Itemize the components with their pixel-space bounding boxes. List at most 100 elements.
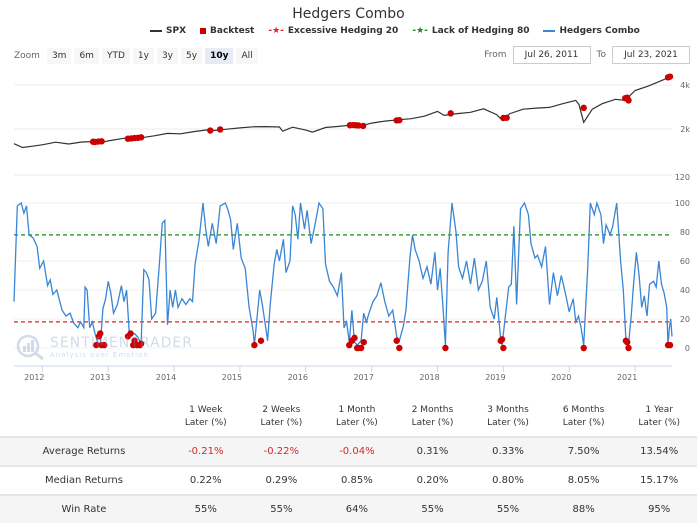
zoom-3y-button[interactable]: 3y <box>156 48 179 64</box>
from-date-input[interactable] <box>512 46 591 64</box>
table-cell: 0.22% <box>168 465 244 495</box>
hedgers-backtest-point <box>666 341 674 349</box>
table-row: Average Returns -0.21% -0.22% -0.04% 0.31% 0.… <box>0 436 697 466</box>
y-tick-label: 0 <box>685 344 690 353</box>
legend-item-hedgers-combo[interactable]: Hedgers Combo <box>543 26 640 36</box>
zoom-ytd-button[interactable]: YTD <box>101 48 130 64</box>
x-tick-label: 2018 <box>419 373 439 382</box>
spx-backtest-point <box>503 114 510 121</box>
zoom-all-button[interactable]: All <box>236 48 258 64</box>
header-line: Later (%) <box>638 418 681 428</box>
spx-backtest-point <box>625 97 632 104</box>
chart-legend: SPX Backtest -★- Excessive Hedging 20 -★… <box>150 26 690 36</box>
header-line: 1 Month <box>338 405 376 415</box>
y-tick-label: 4k <box>680 81 690 90</box>
legend-item-backtest[interactable]: Backtest <box>200 26 254 36</box>
hedgers-backtest-point <box>442 344 449 352</box>
header-line: Later (%) <box>260 418 303 428</box>
hedgers-backtest-point <box>357 344 365 352</box>
table-cell: 55% <box>243 494 320 523</box>
table-cell: 95% <box>621 494 697 523</box>
to-date-input[interactable] <box>612 46 690 64</box>
zoom-6m-button[interactable]: 6m <box>74 48 99 64</box>
hedgers-backtest-point <box>93 341 100 349</box>
table-cell: 0.80% <box>470 465 546 495</box>
y-tick-label: 80 <box>680 228 690 237</box>
table-cell: 15.17% <box>621 465 697 495</box>
dashed-star-icon: -★- <box>412 25 428 36</box>
table-cell: 8.05% <box>545 465 622 495</box>
y-tick-label: 2k <box>680 125 690 134</box>
table-cell: 0.29% <box>243 465 320 495</box>
table-cell: -0.21% <box>168 436 244 466</box>
zoom-5y-button[interactable]: 5y <box>181 48 203 64</box>
table-cell: 64% <box>319 494 395 523</box>
header-line: 3 Months <box>487 405 529 415</box>
hedgers-backtest-point <box>624 339 631 346</box>
zoom-3m-button[interactable]: 3m <box>46 48 72 64</box>
hedgers-backtest-point <box>351 334 358 342</box>
hedgers-backtest-point <box>251 341 258 349</box>
table-cell: 0.33% <box>470 436 546 466</box>
hedgers-backtest-point <box>498 336 506 343</box>
date-range: From To <box>484 46 690 64</box>
legend-label: Lack of Hedging 80 <box>431 26 530 36</box>
zoom-bar: Zoom 3m 6m YTD 1y 3y 5y 10y All <box>14 48 258 64</box>
table-cell: 55% <box>394 494 471 523</box>
y-tick-label: 120 <box>675 173 690 182</box>
hedgers-backtest-point <box>97 330 104 337</box>
y-tick-label: 20 <box>680 315 690 324</box>
logo-icon <box>16 334 44 360</box>
header-line: Later (%) <box>411 418 454 428</box>
line-icon <box>543 30 556 32</box>
x-tick-label: 2015 <box>222 373 242 382</box>
x-tick-label: 2020 <box>551 373 571 382</box>
table-row: Win Rate 55% 55% 64% 55% 55% 88% 95% <box>0 494 697 523</box>
legend-label: SPX <box>166 26 187 36</box>
spx-backtest-point <box>98 138 105 145</box>
from-label: From <box>484 50 507 60</box>
hedgers-backtest-point <box>101 341 108 349</box>
zoom-10y-button[interactable]: 10y <box>205 48 234 64</box>
header-line: 1 Year <box>645 405 674 415</box>
watermark-subtitle: Analysis over Emotion <box>50 351 149 359</box>
column-header: 1 Week Later (%) <box>168 400 244 437</box>
table-cell: 0.85% <box>319 465 395 495</box>
spx-backtest-point <box>580 104 587 112</box>
x-tick-label: 2016 <box>288 373 308 382</box>
chart-title: Hedgers Combo <box>292 6 405 22</box>
spx-backtest-point <box>137 134 145 141</box>
table-cell: 13.54% <box>621 436 697 466</box>
hedgers-backtest-point <box>393 337 400 344</box>
header-line: Later (%) <box>184 418 227 428</box>
hedgers-combo-line <box>13 200 673 348</box>
y-tick-label: 40 <box>680 286 690 295</box>
x-tick-label: 2021 <box>617 373 637 382</box>
table-row: Median Returns 0.22% 0.29% 0.85% 0.20% 0.80% 8… <box>0 465 697 495</box>
spx-backtest-point <box>359 122 367 130</box>
legend-item-excessive-hedging[interactable]: -★- Excessive Hedging 20 <box>268 26 398 36</box>
x-tick-label: 2013 <box>90 373 110 382</box>
header-line: 2 Weeks <box>262 405 301 415</box>
zoom-1y-button[interactable]: 1y <box>132 48 154 64</box>
table-cell: 55% <box>470 494 546 523</box>
table-cell: 88% <box>545 494 622 523</box>
hedgers-backtest-point <box>257 337 265 344</box>
legend-item-lack-of-hedging[interactable]: -★- Lack of Hedging 80 <box>412 26 529 36</box>
legend-item-spx[interactable]: SPX <box>150 26 186 36</box>
legend-label: Backtest <box>210 26 255 36</box>
hedgers-backtest-point <box>137 340 145 347</box>
y-tick-label: 100 <box>675 199 690 208</box>
column-header: 1 Year Later (%) <box>621 400 697 437</box>
spx-backtest-point <box>447 110 454 117</box>
header-line: 6 Months <box>562 405 605 415</box>
watermark-title: SENTIMENTRADER <box>50 335 193 351</box>
header-line: 1 Week <box>189 405 223 415</box>
x-tick-label: 2017 <box>353 373 373 382</box>
table-cell: -0.22% <box>243 436 320 466</box>
spx-backtest-point <box>207 127 214 134</box>
spx-backtest-point <box>216 126 224 133</box>
x-tick-label: 2014 <box>156 373 176 382</box>
line-icon <box>150 30 162 32</box>
table-cell: 55% <box>168 494 244 523</box>
